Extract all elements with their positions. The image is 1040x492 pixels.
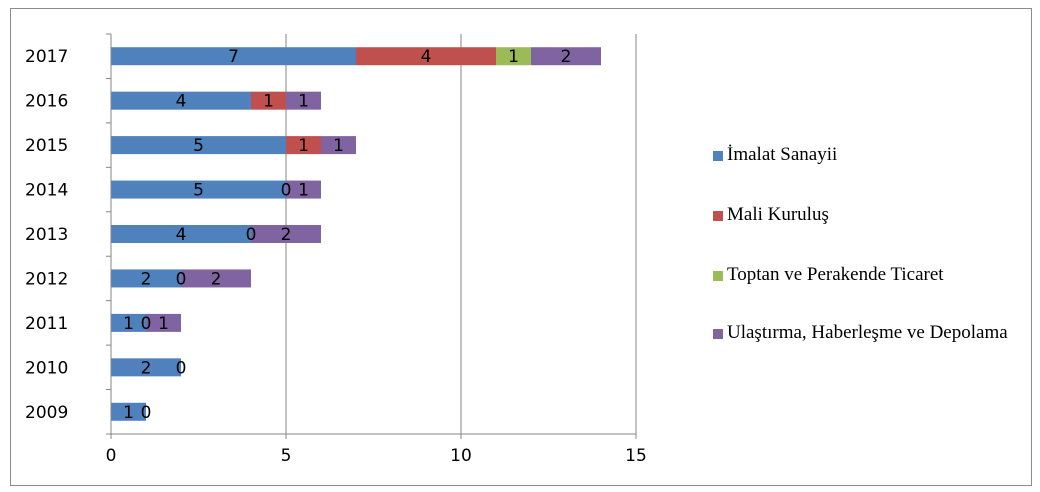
- bar-segment: [531, 47, 601, 66]
- data-label: 1: [333, 136, 344, 156]
- data-label: 0: [176, 358, 187, 378]
- axes: [106, 33, 637, 439]
- data-label: 2: [141, 358, 152, 378]
- bar-segment: [111, 225, 251, 243]
- legend-label: Toptan ve Perakende Ticaret: [727, 264, 944, 285]
- data-label: 1: [298, 181, 309, 201]
- bar-segment: [286, 91, 321, 110]
- data-label: 1: [123, 314, 134, 334]
- data-label: 4: [421, 47, 432, 67]
- y-tick-labels: 2017 2016 2015 2014 2013 2012 2011 2010 2009: [25, 47, 68, 423]
- data-label: 0: [141, 314, 152, 334]
- bar-segment: [111, 313, 146, 332]
- y-tick-label: 2015: [25, 136, 68, 156]
- x-tick-label: 15: [625, 446, 647, 466]
- x-tick-label: 10: [450, 446, 472, 466]
- legend-item: Mali Kuruluş: [713, 204, 1027, 226]
- data-label: 2: [211, 269, 222, 289]
- bar-segment: [286, 180, 321, 199]
- data-label: 5: [193, 136, 204, 156]
- bars: [111, 47, 601, 421]
- data-label: 7: [228, 47, 239, 67]
- bar-segment: [111, 402, 146, 421]
- y-tick-label: 2011: [25, 314, 68, 334]
- bar-segment: [251, 91, 286, 110]
- legend-item: İmalat Sanayii: [713, 144, 1027, 166]
- data-label: 2: [141, 269, 152, 289]
- data-label: 1: [123, 403, 134, 423]
- x-tick-label: 5: [281, 446, 292, 466]
- data-label: 2: [281, 225, 292, 245]
- data-label: 2: [561, 47, 572, 67]
- x-tick-label: 0: [106, 446, 117, 466]
- bar-segment: [111, 269, 181, 288]
- bar-segment: [251, 225, 321, 243]
- y-tick-label: 2013: [25, 225, 68, 245]
- legend-item: Ulaştırma, Haberleşme ve Depolama: [713, 322, 1027, 344]
- data-label: 1: [298, 92, 309, 112]
- bar-segment: [146, 313, 181, 332]
- legend-swatch: [713, 329, 723, 339]
- data-label: 1: [508, 47, 519, 67]
- gridlines: [285, 34, 637, 434]
- legend-swatch: [713, 151, 723, 161]
- legend-label: İmalat Sanayii: [727, 144, 838, 165]
- data-label: 0: [141, 403, 152, 423]
- y-tick-label: 2014: [25, 181, 68, 201]
- data-label: 4: [176, 92, 187, 112]
- y-tick-label: 2016: [25, 92, 68, 112]
- y-tick-label: 2010: [25, 358, 68, 378]
- data-label: 1: [158, 314, 169, 334]
- bar-segment: [496, 47, 531, 66]
- bar-segment: [111, 136, 286, 155]
- legend-item: Toptan ve Perakende Ticaret: [713, 264, 1027, 286]
- y-tick-label: 2017: [25, 47, 68, 67]
- data-label: 0: [281, 181, 292, 201]
- y-tick-label: 2009: [25, 403, 68, 423]
- data-label: 1: [298, 136, 309, 156]
- bar-segment: [111, 47, 356, 66]
- bar-chart: 7 4 1 24 1 15 1 15 0 14 0 22 0 21 0 12 01 0 2017201620152…: [25, 33, 647, 466]
- bar-segment: [321, 136, 356, 155]
- bar-segment: [356, 47, 496, 66]
- bar-segment: [181, 269, 251, 288]
- data-label: 5: [193, 181, 204, 201]
- data-label: 1: [263, 92, 274, 112]
- y-tick-label: 2012: [25, 269, 68, 289]
- data-label: 0: [246, 225, 257, 245]
- bar-segment: [111, 91, 251, 110]
- bar-segment: [111, 358, 181, 377]
- x-tick-labels: 0 5 10 15: [106, 446, 647, 466]
- data-labels: 7 4 1 24 1 15 1 15 0 14 0 22 0 21 0 12 01 0: [123, 47, 571, 423]
- legend-label: Mali Kuruluş: [727, 204, 829, 225]
- bar-segment: [111, 180, 286, 199]
- legend-label: Ulaştırma, Haberleşme ve Depolama: [727, 322, 1008, 343]
- data-label: 4: [176, 225, 187, 245]
- legend-swatch: [713, 271, 723, 281]
- legend-swatch: [713, 211, 723, 221]
- data-label: 0: [176, 269, 187, 289]
- bar-segment: [286, 136, 321, 155]
